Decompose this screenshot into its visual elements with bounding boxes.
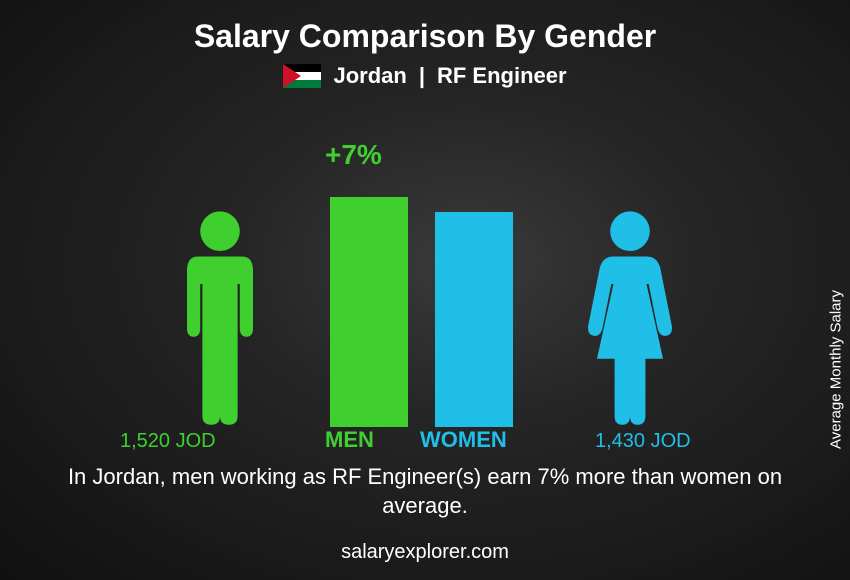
men-group-label: MEN (325, 427, 374, 453)
separator: | (419, 63, 425, 89)
page-title: Salary Comparison By Gender (0, 0, 850, 55)
summary-text: In Jordan, men working as RF Engineer(s)… (65, 463, 785, 520)
jordan-flag-icon (283, 64, 321, 88)
male-person-icon (165, 207, 275, 427)
women-group-label: WOMEN (420, 427, 507, 453)
infographic-content: Salary Comparison By Gender Jordan | RF … (0, 0, 850, 580)
female-person-icon (575, 207, 685, 427)
women-bar (435, 212, 513, 427)
gender-comparison-chart: +7% 1,520 JOD MEN WOMEN 1,430 JOD (125, 109, 725, 449)
men-bar (330, 197, 408, 427)
job-title-label: RF Engineer (437, 63, 567, 89)
women-salary-value: 1,430 JOD (595, 430, 691, 453)
country-label: Jordan (333, 63, 406, 89)
percent-difference-label: +7% (325, 139, 382, 171)
subtitle-row: Jordan | RF Engineer (0, 63, 850, 89)
source-footer: salaryexplorer.com (0, 541, 850, 564)
y-axis-label: Average Monthly Salary (828, 290, 845, 449)
men-salary-value: 1,520 JOD (120, 430, 216, 453)
